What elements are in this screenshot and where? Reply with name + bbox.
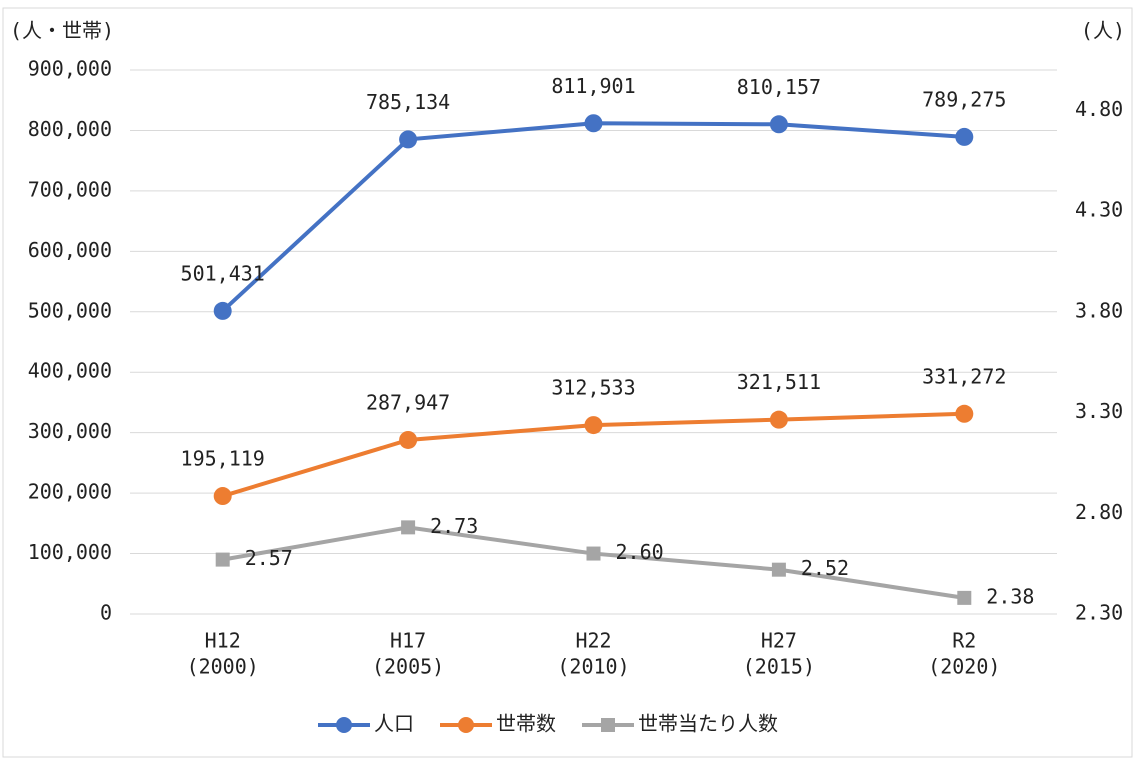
x-tick-label: (2015) (743, 655, 815, 679)
y-tick-label: 0 (100, 601, 112, 625)
data-label: 810,157 (737, 75, 821, 99)
legend-marker (336, 717, 352, 733)
data-label: 2.52 (801, 556, 849, 580)
marker (769, 115, 788, 134)
y2-axis-title: (人) (1081, 19, 1125, 43)
marker (584, 114, 603, 133)
marker (213, 301, 232, 320)
marker (399, 130, 418, 149)
data-label: 789,275 (922, 87, 1006, 111)
marker (401, 520, 416, 535)
y-tick-label: 900,000 (28, 57, 112, 81)
legend-label: 世帯当たり人数 (638, 712, 778, 736)
legend-marker (458, 717, 474, 733)
y2-tick-label: 2.30 (1075, 601, 1123, 625)
marker (584, 416, 603, 435)
y-tick-label: 300,000 (28, 419, 112, 443)
data-label: 312,533 (551, 376, 635, 400)
x-tick-label: H17 (390, 629, 426, 653)
x-tick-label: H12 (205, 629, 241, 653)
data-label: 811,901 (551, 74, 635, 98)
data-label: 331,272 (922, 364, 1006, 388)
y-tick-label: 100,000 (28, 540, 112, 564)
y-tick-label: 700,000 (28, 177, 112, 201)
legend-label: 人口 (374, 712, 414, 736)
x-tick-label: H27 (761, 629, 797, 653)
data-label: 321,511 (737, 370, 821, 394)
marker (769, 410, 788, 429)
x-tick-label: (2020) (928, 655, 1000, 679)
chart-border (2, 7, 1133, 758)
x-tick-label: (2005) (372, 655, 444, 679)
data-label: 195,119 (181, 447, 265, 471)
marker (586, 546, 601, 561)
y2-tick-label: 3.80 (1075, 298, 1123, 322)
y2-tick-label: 3.30 (1075, 399, 1123, 423)
y2-tick-label: 4.30 (1075, 198, 1123, 222)
legend-label: 世帯数 (496, 712, 556, 736)
marker (955, 127, 974, 146)
y2-tick-label: 4.80 (1075, 97, 1123, 121)
legend-marker (601, 718, 615, 732)
x-tick-label: H22 (575, 629, 611, 653)
data-label: 501,431 (181, 261, 265, 285)
y-tick-label: 500,000 (28, 298, 112, 322)
x-tick-label: (2010) (557, 655, 629, 679)
x-tick-label: (2000) (187, 655, 259, 679)
x-tick-label: R2 (952, 629, 976, 653)
marker (771, 562, 786, 577)
y-tick-label: 400,000 (28, 359, 112, 383)
marker (215, 552, 230, 567)
marker (213, 487, 232, 506)
marker (957, 590, 972, 605)
data-label: 785,134 (366, 90, 450, 114)
data-label: 2.73 (430, 514, 478, 538)
data-label: 287,947 (366, 390, 450, 414)
data-label: 2.57 (245, 546, 293, 570)
y2-tick-label: 2.80 (1075, 500, 1123, 524)
y-tick-label: 800,000 (28, 117, 112, 141)
y-tick-label: 600,000 (28, 238, 112, 262)
data-label: 2.60 (616, 540, 664, 564)
marker (955, 404, 974, 423)
data-label: 2.38 (986, 584, 1034, 608)
y-tick-label: 200,000 (28, 480, 112, 504)
marker (399, 430, 418, 449)
y-axis-title: (人・世帯) (10, 19, 114, 43)
